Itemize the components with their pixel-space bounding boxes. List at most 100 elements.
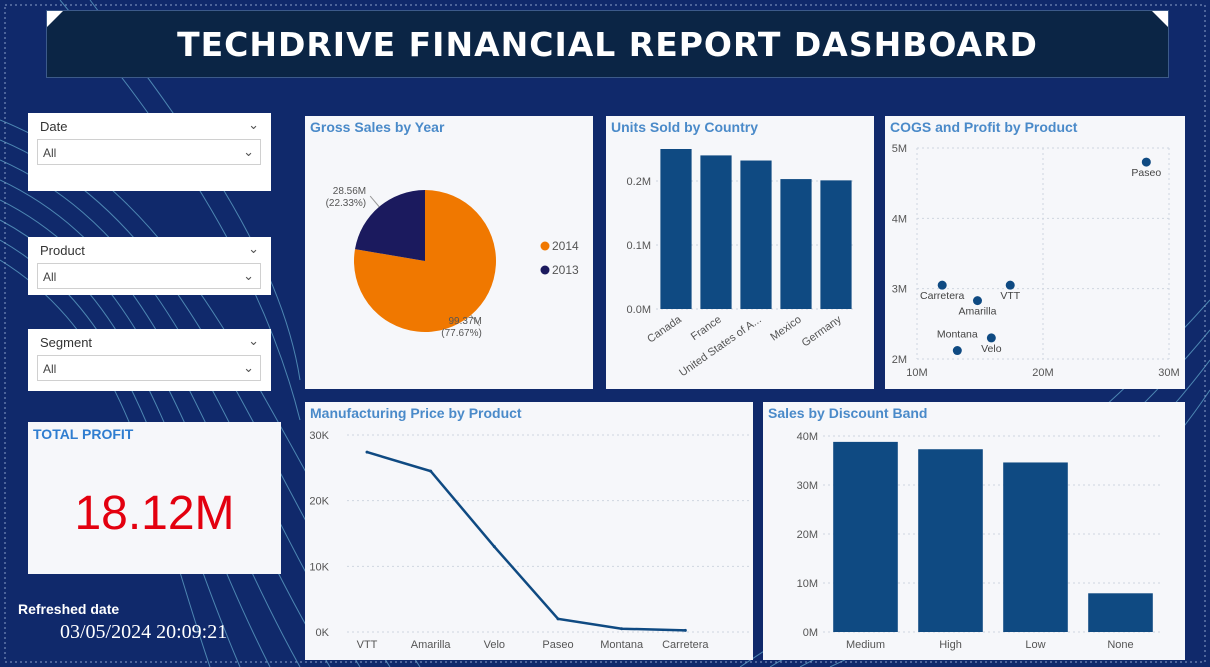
y-tick-label: 0K [316,627,330,639]
y-tick-label: 10K [309,561,329,573]
pie-data-label-pct: (22.33%) [326,198,367,209]
scatter-label-Paseo: Paseo [1131,167,1161,179]
scatter-label-Montana: Montana [937,329,978,341]
bar-Germany [820,180,852,309]
sales-discount-bar-chart: 0M 10M 20M 30M 40M Medium High Low None [797,431,1163,651]
x-tick-label: Canada [645,313,684,345]
product-slicer[interactable]: Product ⌄ All ⌄ [28,237,271,295]
y-tick-label: 30M [797,480,818,492]
y-tick-label: 0.0M [627,304,651,316]
x-tick-label: Montana [600,639,644,651]
line-point-Montana [620,627,624,631]
line-series [366,450,686,632]
x-tick-label: VTT [357,639,378,651]
sales-by-discount-band-card: Sales by Discount Band 0M 10M 20M 30M 40M Med… [763,402,1185,660]
refreshed-date-label: Refreshed date [18,601,120,617]
line-point-Amarilla [429,469,433,473]
chevron-down-icon[interactable]: ⌄ [248,333,259,348]
gross-sales-pie-chart: 99.37M(77.67%) 28.56M(22.33%) 2014 2013 [326,186,579,339]
y-tick-label: 2M [892,354,907,366]
segment-slicer-label: Segment [40,335,93,350]
chart-title: Sales by Discount Band [768,405,928,421]
pie-leader-line [470,314,481,327]
bar-None [1088,593,1153,632]
line-point-Velo [492,545,496,549]
manufacturing-price-card: Manufacturing Price by Product 0K 10K 20K 3… [305,402,753,660]
bar-France [700,155,732,309]
date-slicer-label: Date [40,119,68,134]
chevron-down-icon[interactable]: ⌄ [248,241,259,256]
product-slicer-label: Product [40,243,85,258]
scatter-point-Amarilla [972,296,982,306]
y-tick-label: 0.1M [627,240,651,252]
chevron-down-icon[interactable]: ⌄ [243,268,254,283]
chevron-down-icon[interactable]: ⌄ [248,117,259,132]
y-tick-label: 0M [803,627,818,639]
cogs-profit-scatter-chart: 2M 3M 4M 5M 10M 20M 30M Paseo Carretera VTTAmaril… [892,143,1180,379]
segment-slicer[interactable]: Segment ⌄ All ⌄ [28,329,271,391]
product-dropdown-value: All [43,270,57,284]
y-tick-label: 3M [892,284,907,296]
y-tick-label: 10M [797,578,818,590]
legend-marker-2013 [540,265,550,275]
header-corner-right [1152,11,1168,27]
x-tick-label: Amarilla [411,639,452,651]
y-tick-label: 5M [892,143,907,155]
pie-slice-2013 [355,190,425,261]
kpi-value: 18.12M [74,487,235,540]
bar-Low [1003,462,1068,632]
x-tick-label: Paseo [542,639,573,651]
x-tick-label: High [939,639,962,651]
legend-label-2014: 2014 [552,239,579,253]
date-dropdown-value: All [43,146,57,160]
kpi-title: TOTAL PROFIT [33,426,134,442]
units-sold-by-country-card: Units Sold by Country 0.0M 0.1M 0.2M Canada… [606,116,874,389]
chart-title: Gross Sales by Year [310,119,445,135]
date-dropdown[interactable]: All ⌄ [37,139,261,165]
chart-title: Units Sold by Country [611,119,758,135]
bar-Mexico [780,179,812,309]
scatter-point-VTT [1005,280,1015,290]
line-point-Carretera [683,628,687,632]
header-corner-left [47,11,63,27]
y-tick-label: 4M [892,213,907,225]
line-point-VTT [365,450,369,454]
x-tick-label: Carretera [662,639,709,651]
chevron-down-icon[interactable]: ⌄ [243,144,254,159]
pie-data-label: 28.56M [333,186,366,197]
header-banner: TECHDRIVE FINANCIAL REPORT DASHBOARD [46,10,1169,78]
line-point-Paseo [556,617,560,621]
scatter-point-Montana [952,346,962,356]
chart-title: Manufacturing Price by Product [310,405,522,421]
gross-sales-by-year-card: Gross Sales by Year 99.37M (77.67%) 28.56M… [305,116,593,389]
bar-Canada [660,149,692,309]
y-tick-label: 30K [309,430,329,442]
x-tick-label: France [689,314,724,343]
refreshed-date-value: 03/05/2024 20:09:21 [60,621,228,643]
y-tick-label: 20K [309,496,329,508]
x-tick-label: Low [1025,639,1045,651]
x-tick-label: Germany [800,313,844,349]
segment-dropdown[interactable]: All ⌄ [37,355,261,381]
x-tick-label: Velo [484,639,505,651]
bar-High [918,449,983,632]
scatter-label-Carretera: Carretera [920,290,965,302]
pie-data-label-pct: (77.67%) [441,328,482,339]
scatter-point-Paseo [1141,157,1151,167]
segment-dropdown-value: All [43,362,57,376]
bar-United States of A... [740,160,772,309]
y-tick-label: 20M [797,529,818,541]
x-tick-label: Medium [846,639,885,651]
x-tick-label: 30M [1158,367,1179,379]
pie-leader-line [369,195,380,208]
scatter-point-Velo [986,333,996,343]
y-tick-label: 40M [797,431,818,443]
product-dropdown[interactable]: All ⌄ [37,263,261,289]
scatter-label-Velo: Velo [981,343,1002,355]
bar-Medium [833,441,898,632]
date-slicer[interactable]: Date ⌄ All ⌄ [28,113,271,191]
manufacturing-price-line-chart: 0K 10K 20K 30K VTT Amarilla Velo Paseo Montana Ca… [309,430,749,651]
chevron-down-icon[interactable]: ⌄ [243,360,254,375]
x-tick-label: 10M [906,367,927,379]
